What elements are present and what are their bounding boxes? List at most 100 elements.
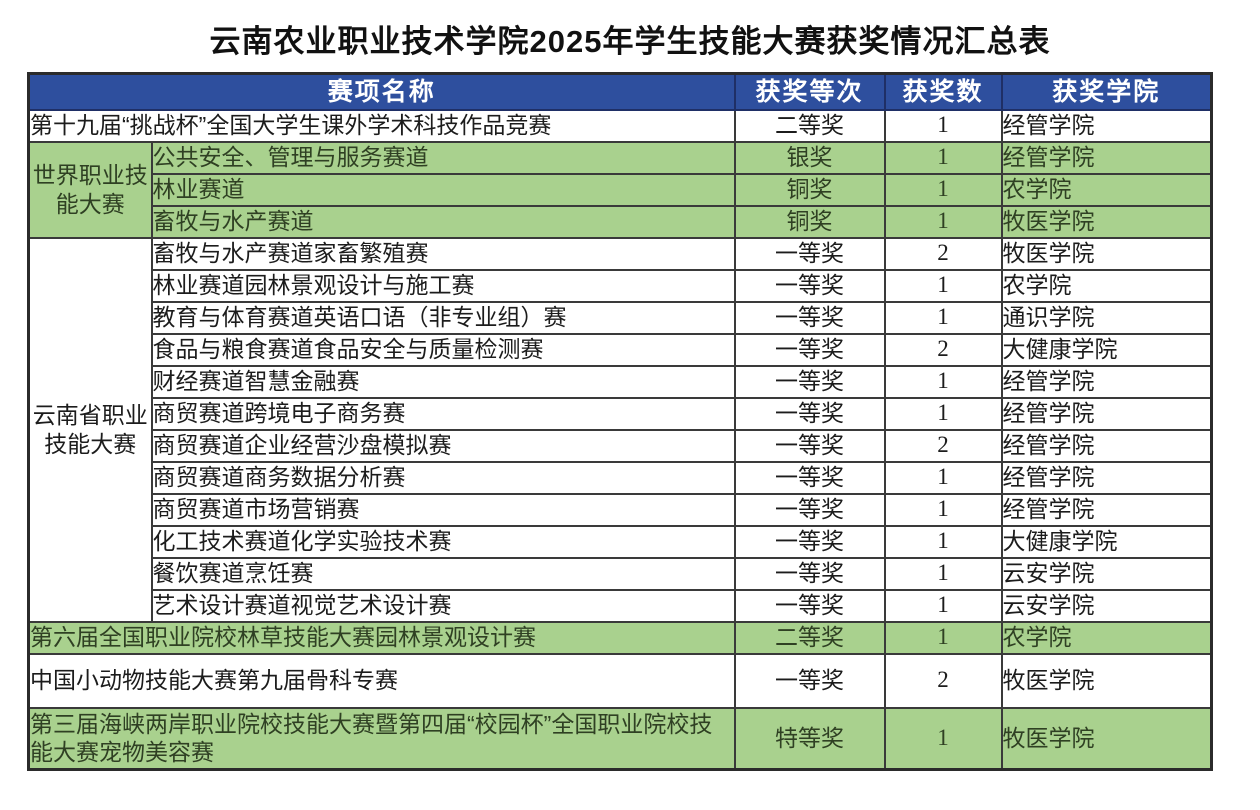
event-name-cell: 教育与体育赛道英语口语（非专业组）赛 [150,300,736,335]
header-row: 赛项名称 获奖等次 获奖数 获奖学院 [27,72,1213,111]
table-row: 畜牧与水产赛道 铜奖 1 牧医学院 [29,204,1213,239]
college-cell: 牧医学院 [1000,236,1213,271]
college-cell: 经管学院 [1000,364,1213,399]
award-level-cell: 一等奖 [733,428,886,463]
table-row: 商贸赛道企业经营沙盘模拟赛 一等奖 2 经管学院 [29,428,1213,463]
college-cell: 经管学院 [1000,396,1213,431]
award-count-cell: 2 [883,332,1003,367]
table-row: 第三届海峡两岸职业院校技能大赛暨第四届“校园杯”全国职业院校技能大赛宠物美容赛 … [27,706,1213,771]
award-level-cell: 一等奖 [733,652,886,709]
college-cell: 云安学院 [1000,588,1213,623]
college-cell: 经管学院 [1000,108,1213,143]
award-count-cell: 1 [883,268,1003,303]
awards-table: 赛项名称 获奖等次 获奖数 获奖学院 第十九届“挑战杯”全国大学生课外学术科技作… [27,72,1214,771]
award-count-cell: 1 [883,588,1003,623]
award-count-cell: 1 [883,204,1003,239]
event-name-cell: 商贸赛道市场营销赛 [150,492,736,527]
college-cell: 经管学院 [1000,460,1213,495]
college-cell: 通识学院 [1000,300,1213,335]
table-row: 世界职业技能大赛 公共安全、管理与服务赛道 银奖 1 经管学院 [27,140,1213,239]
table-row: 艺术设计赛道视觉艺术设计赛 一等奖 1 云安学院 [29,588,1213,623]
award-count-cell: 1 [883,140,1003,175]
table-row: 商贸赛道跨境电子商务赛 一等奖 1 经管学院 [29,396,1213,431]
college-cell: 经管学院 [1000,428,1213,463]
award-level-cell: 特等奖 [733,706,886,771]
table-row: 商贸赛道市场营销赛 一等奖 1 经管学院 [29,492,1213,527]
award-count-cell: 1 [883,108,1003,143]
event-name-cell: 林业赛道 [150,172,736,207]
college-cell: 云安学院 [1000,556,1213,591]
table-row: 教育与体育赛道英语口语（非专业组）赛 一等奖 1 通识学院 [29,300,1213,335]
college-cell: 大健康学院 [1000,332,1213,367]
event-name-cell: 商贸赛道商务数据分析赛 [150,460,736,495]
table-row: 中国小动物技能大赛第九届骨科专赛 一等奖 2 牧医学院 [27,652,1213,709]
award-count-cell: 1 [883,706,1003,771]
award-count-cell: 1 [883,620,1003,655]
award-count-cell: 1 [883,556,1003,591]
event-name-cell: 中国小动物技能大赛第九届骨科专赛 [27,652,736,709]
award-count-cell: 1 [883,364,1003,399]
college-cell: 农学院 [1000,620,1213,655]
award-level-cell: 二等奖 [733,620,886,655]
event-name-cell: 第三届海峡两岸职业院校技能大赛暨第四届“校园杯”全国职业院校技能大赛宠物美容赛 [27,706,736,771]
award-count-cell: 1 [883,396,1003,431]
award-level-cell: 一等奖 [733,300,886,335]
award-level-cell: 一等奖 [733,460,886,495]
award-level-cell: 一等奖 [733,524,886,559]
event-name-cell: 食品与粮食赛道食品安全与质量检测赛 [150,332,736,367]
college-cell: 牧医学院 [1000,706,1213,771]
award-count-cell: 2 [883,652,1003,709]
award-level-cell: 一等奖 [733,556,886,591]
event-name-cell: 第六届全国职业院校林草技能大赛园林景观设计赛 [27,620,736,655]
event-name-cell: 第十九届“挑战杯”全国大学生课外学术科技作品竞赛 [27,108,736,143]
college-cell: 大健康学院 [1000,524,1213,559]
event-name-cell: 公共安全、管理与服务赛道 [150,140,736,175]
group-cell-yunnan-provincial: 云南省职业技能大赛 [27,236,153,623]
table-row: 林业赛道 铜奖 1 农学院 [29,172,1213,207]
col-header-count: 获奖数 [883,72,1003,111]
award-level-cell: 一等奖 [733,268,886,303]
table-row: 财经赛道智慧金融赛 一等奖 1 经管学院 [29,364,1213,399]
college-cell: 农学院 [1000,172,1213,207]
event-name-cell: 畜牧与水产赛道家畜繁殖赛 [150,236,736,271]
page-title: 云南农业职业技术学院2025年学生技能大赛获奖情况汇总表 [209,24,1051,59]
award-count-cell: 2 [883,428,1003,463]
award-count-cell: 1 [883,524,1003,559]
award-level-cell: 一等奖 [733,236,886,271]
award-level-cell: 一等奖 [733,332,886,367]
event-name-cell: 化工技术赛道化学实验技术赛 [150,524,736,559]
college-cell: 经管学院 [1000,140,1213,175]
event-name-cell: 商贸赛道跨境电子商务赛 [150,396,736,431]
award-level-cell: 二等奖 [733,108,886,143]
college-cell: 农学院 [1000,268,1213,303]
table-row: 商贸赛道商务数据分析赛 一等奖 1 经管学院 [29,460,1213,495]
table-row: 化工技术赛道化学实验技术赛 一等奖 1 大健康学院 [29,524,1213,559]
col-header-name: 赛项名称 [27,72,736,111]
table-row: 第六届全国职业院校林草技能大赛园林景观设计赛 二等奖 1 农学院 [27,620,1213,655]
award-level-cell: 一等奖 [733,588,886,623]
college-cell: 牧医学院 [1000,204,1213,239]
event-name-cell: 财经赛道智慧金融赛 [150,364,736,399]
award-count-cell: 1 [883,492,1003,527]
award-count-cell: 2 [883,236,1003,271]
award-level-cell: 一等奖 [733,364,886,399]
award-count-cell: 1 [883,300,1003,335]
award-count-cell: 1 [883,172,1003,207]
col-header-college: 获奖学院 [1000,72,1213,111]
award-level-cell: 铜奖 [733,204,886,239]
group-cell-world-skills: 世界职业技能大赛 [27,140,153,239]
table-row: 第十九届“挑战杯”全国大学生课外学术科技作品竞赛 二等奖 1 经管学院 [27,108,1213,143]
college-cell: 牧医学院 [1000,652,1213,709]
table-row: 食品与粮食赛道食品安全与质量检测赛 一等奖 2 大健康学院 [29,332,1213,367]
award-level-cell: 一等奖 [733,492,886,527]
event-name-cell: 林业赛道园林景观设计与施工赛 [150,268,736,303]
award-count-cell: 1 [883,460,1003,495]
event-name-cell: 艺术设计赛道视觉艺术设计赛 [150,588,736,623]
event-name-cell: 商贸赛道企业经营沙盘模拟赛 [150,428,736,463]
award-level-cell: 一等奖 [733,396,886,431]
table-row: 林业赛道园林景观设计与施工赛 一等奖 1 农学院 [29,268,1213,303]
college-cell: 经管学院 [1000,492,1213,527]
table-row: 云南省职业技能大赛 畜牧与水产赛道家畜繁殖赛 一等奖 2 牧医学院 [27,236,1213,623]
table-row: 餐饮赛道烹饪赛 一等奖 1 云安学院 [29,556,1213,591]
event-name-cell: 餐饮赛道烹饪赛 [150,556,736,591]
